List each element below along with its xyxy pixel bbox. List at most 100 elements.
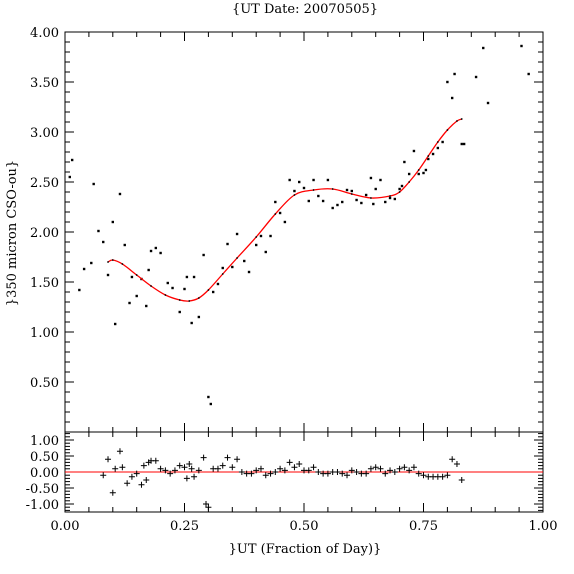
residual-point <box>372 464 379 471</box>
y-tick-label: 2.50 <box>30 176 59 191</box>
data-point <box>185 275 189 279</box>
data-point <box>424 168 428 172</box>
residual-point <box>277 465 284 472</box>
residual-point <box>234 456 241 463</box>
fit-marker <box>207 289 210 291</box>
data-point <box>486 101 490 105</box>
residual-point <box>291 464 298 471</box>
residual-point <box>253 467 260 474</box>
residual-point <box>195 467 202 474</box>
data-point <box>97 229 100 233</box>
fit-marker <box>274 213 277 215</box>
data-point <box>78 288 81 292</box>
fit-marker <box>293 194 296 196</box>
data-point <box>336 203 339 207</box>
residual-point <box>444 472 451 479</box>
y-tick-label: 3.00 <box>30 126 59 141</box>
residual-point <box>458 477 465 483</box>
data-point <box>317 194 320 198</box>
residual-point <box>119 464 126 471</box>
residual-point <box>167 470 174 477</box>
fit-marker <box>427 155 430 157</box>
data-point <box>436 146 440 150</box>
fit-marker <box>178 299 181 301</box>
residual-point <box>248 470 255 477</box>
fit-marker <box>111 259 114 261</box>
data-point <box>211 290 215 294</box>
data-point <box>384 200 387 204</box>
data-point <box>111 220 114 224</box>
fit-marker <box>255 236 258 238</box>
x-tick-label: 0.75 <box>409 519 438 534</box>
fit-marker <box>350 193 353 195</box>
fit-marker <box>236 257 238 259</box>
residual-point <box>310 464 317 471</box>
data-point <box>259 234 263 238</box>
data-point <box>68 175 71 179</box>
residual-point <box>396 465 403 472</box>
fit-marker <box>331 188 334 190</box>
data-point <box>520 44 523 48</box>
fit-marker <box>398 191 401 193</box>
data-point <box>364 193 368 197</box>
fit-marker <box>370 197 372 199</box>
data-point <box>235 232 239 236</box>
data-point <box>123 243 126 247</box>
data-point <box>288 178 291 182</box>
data-point <box>374 187 377 191</box>
x-tick-label: 0.00 <box>51 519 80 534</box>
chart-title: {UT Date: 20070505} <box>232 2 378 17</box>
residual-point <box>109 489 116 496</box>
fit-marker <box>408 181 411 183</box>
residual-point <box>138 481 145 488</box>
residual-point <box>377 465 384 472</box>
residual-point <box>171 467 178 474</box>
fit-marker <box>417 169 420 171</box>
residual-point <box>203 501 210 507</box>
data-point <box>90 261 93 265</box>
fit-marker <box>456 120 458 122</box>
fit-marker <box>135 274 138 276</box>
residual-point <box>296 461 303 467</box>
y-tick-label: 4.00 <box>30 26 59 41</box>
data-point <box>149 249 153 253</box>
residual-point <box>267 470 274 477</box>
data-point <box>118 192 122 196</box>
data-point <box>388 196 392 200</box>
residual-point <box>186 461 193 467</box>
data-point <box>407 172 411 176</box>
residual-y-tick-label: 0.00 <box>30 466 59 481</box>
residual-point <box>214 465 221 472</box>
fit-marker <box>312 189 315 191</box>
residual-point <box>229 464 236 471</box>
y-tick-label: 2.00 <box>30 226 59 241</box>
residual-point <box>410 464 417 471</box>
data-point <box>128 301 131 305</box>
data-point <box>130 275 134 279</box>
residual-point <box>219 462 226 469</box>
x-tick-label: 1.00 <box>529 519 558 534</box>
residuals-plot-panel: -1.00-0.500.000.501.000.00 0.25 0.50 0.75 1.… <box>26 431 558 534</box>
data-point <box>221 266 224 270</box>
data-point <box>360 201 363 205</box>
data-point <box>264 250 267 254</box>
data-point <box>166 281 169 285</box>
residual-point <box>420 472 427 479</box>
data-point <box>202 253 205 257</box>
data-point <box>398 187 401 191</box>
data-point <box>269 234 272 238</box>
residual-point <box>363 470 370 477</box>
data-point <box>145 304 148 308</box>
residual-point <box>191 473 198 480</box>
data-point <box>70 158 74 162</box>
residual-point <box>439 473 446 480</box>
data-point <box>350 189 353 193</box>
data-point <box>527 72 530 76</box>
data-point <box>474 75 478 79</box>
residual-point <box>162 467 169 474</box>
residual-point <box>224 454 231 461</box>
data-point <box>412 149 416 153</box>
data-point <box>372 202 375 206</box>
x-tick-label: 0.50 <box>290 519 319 534</box>
y-tick-label: 1.00 <box>30 326 59 341</box>
